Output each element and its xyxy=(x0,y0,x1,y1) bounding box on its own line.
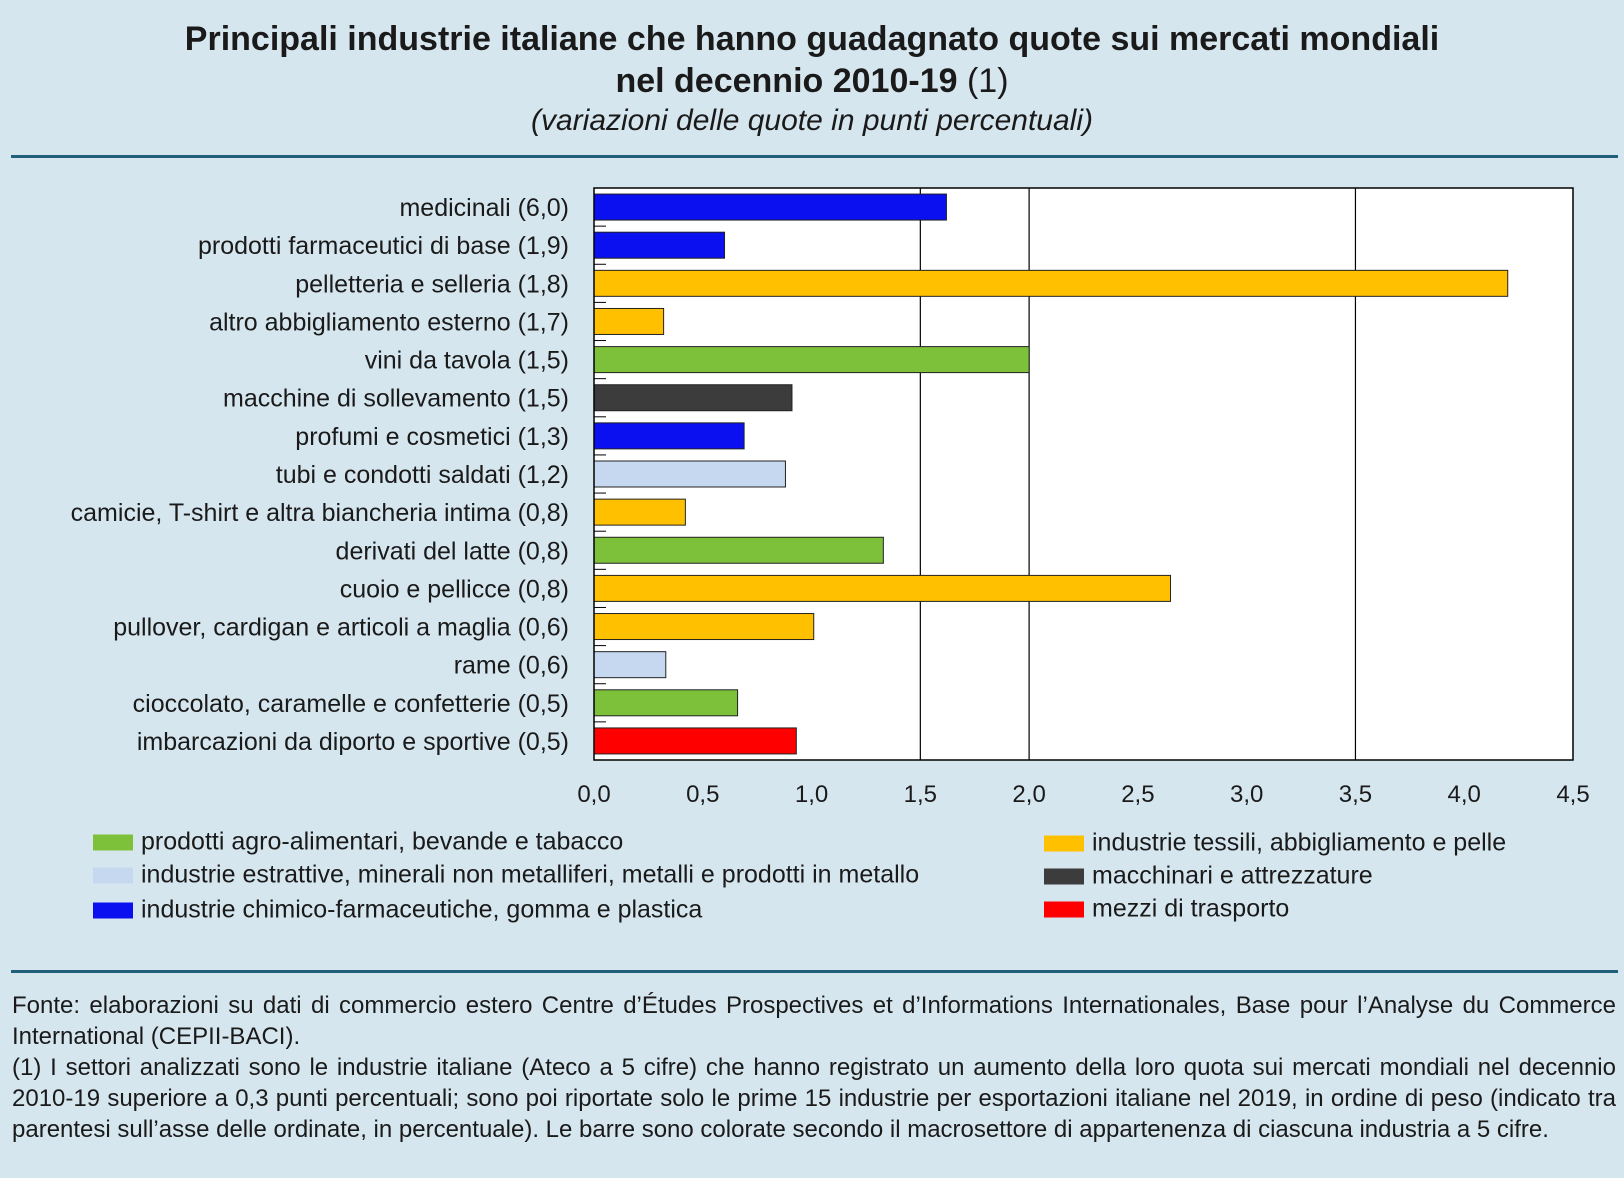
category-label: imbarcazioni da diporto e sportive (0,5) xyxy=(137,728,569,756)
x-tick-label: 2,5 xyxy=(1121,781,1154,808)
bottom-divider xyxy=(11,970,1618,973)
bar xyxy=(593,613,815,641)
category-label: altro abbigliamento esterno (1,7) xyxy=(209,308,569,336)
legend-label: industrie chimico-farmaceutiche, gomma e… xyxy=(141,895,703,924)
bar xyxy=(593,384,793,412)
plot-frame xyxy=(593,187,1574,761)
x-tick-label: 4,0 xyxy=(1448,781,1481,808)
chart-subtitle: (variazioni delle quote in punti percent… xyxy=(530,104,1093,137)
bar xyxy=(593,231,726,259)
x-tick-label: 0,5 xyxy=(686,781,719,808)
bar xyxy=(593,346,1030,374)
legend-label: prodotti agro-alimentari, bevande e taba… xyxy=(141,827,624,856)
bar xyxy=(593,689,739,717)
bar xyxy=(593,269,1509,297)
bar xyxy=(593,536,884,564)
x-tick-label: 3,0 xyxy=(1230,781,1263,808)
legend-item-trans: mezzi di trasporto xyxy=(1044,895,1289,924)
source-notes: Fonte: elaborazioni su dati di commercio… xyxy=(12,990,1616,1145)
category-label: macchine di sollevamento (1,5) xyxy=(223,385,569,413)
legend-item-extr: industrie estrattive, minerali non metal… xyxy=(93,861,919,890)
chart-title: Principali industrie italiane che hanno … xyxy=(0,18,1624,102)
source-text: Fonte: elaborazioni su dati di commercio… xyxy=(12,992,1616,1050)
legend-item-chem: industrie chimico-farmaceutiche, gomma e… xyxy=(93,896,702,925)
top-divider xyxy=(11,155,1618,158)
category-label: tubi e condotti saldati (1,2) xyxy=(276,461,569,489)
legend-swatch xyxy=(93,902,133,918)
bar xyxy=(593,307,665,335)
title-line-2: nel decennio 2010-19 (1) xyxy=(0,60,1624,102)
bar xyxy=(593,651,667,679)
legend-label: industrie estrattive, minerali non metal… xyxy=(141,860,920,889)
category-label: pullover, cardigan e articoli a maglia (… xyxy=(113,614,569,642)
footnote-text: (1) I settori analizzati sono le industr… xyxy=(12,1054,1616,1143)
x-tick-label: 1,0 xyxy=(795,781,828,808)
legend-swatch xyxy=(1044,835,1084,851)
legend-item-text: industrie tessili, abbigliamento e pelle xyxy=(1044,829,1506,858)
bar xyxy=(593,422,745,450)
x-tick-label: 3,5 xyxy=(1339,781,1372,808)
title-period: nel decennio 2010-19 xyxy=(615,62,958,100)
legend-swatch xyxy=(1044,868,1084,884)
bar xyxy=(593,498,686,526)
category-label: camicie, T-shirt e altra biancheria inti… xyxy=(71,499,569,527)
category-label: medicinali (6,0) xyxy=(399,194,569,222)
legend-label: macchinari e attrezzature xyxy=(1092,861,1373,890)
category-label: profumi e cosmetici (1,3) xyxy=(295,423,569,451)
legend-swatch xyxy=(93,867,133,883)
x-tick-label: 4,5 xyxy=(1556,781,1589,808)
category-label: cioccolato, caramelle e confetterie (0,5… xyxy=(133,690,569,718)
x-tick-label: 0,0 xyxy=(577,781,610,808)
category-label: rame (0,6) xyxy=(454,652,569,680)
category-label: cuoio e pellicce (0,8) xyxy=(340,575,569,603)
bar xyxy=(593,460,786,488)
category-label: prodotti farmaceutici di base (1,9) xyxy=(198,232,569,260)
bar xyxy=(593,574,1172,602)
legend-label: industrie tessili, abbigliamento e pelle xyxy=(1092,828,1507,857)
category-label: derivati del latte (0,8) xyxy=(336,537,569,565)
legend-item-agro: prodotti agro-alimentari, bevande e taba… xyxy=(93,828,623,857)
title-line-1: Principali industrie italiane che hanno … xyxy=(184,20,1440,58)
bar xyxy=(593,727,797,755)
bar xyxy=(593,193,947,221)
category-label: vini da tavola (1,5) xyxy=(365,347,569,375)
category-label: pelletteria e selleria (1,8) xyxy=(295,270,569,298)
legend-label: mezzi di trasporto xyxy=(1092,894,1290,923)
x-tick-label: 2,0 xyxy=(1012,781,1045,808)
x-tick-label: 1,5 xyxy=(904,781,937,808)
legend-swatch xyxy=(93,834,133,850)
bar-chart: medicinali (6,0) prodotti farmaceutici di… xyxy=(71,187,1590,808)
title-footnote-ref: (1) xyxy=(966,62,1009,100)
legend-item-mach: macchinari e attrezzature xyxy=(1044,862,1373,891)
legend-swatch xyxy=(1044,901,1084,917)
